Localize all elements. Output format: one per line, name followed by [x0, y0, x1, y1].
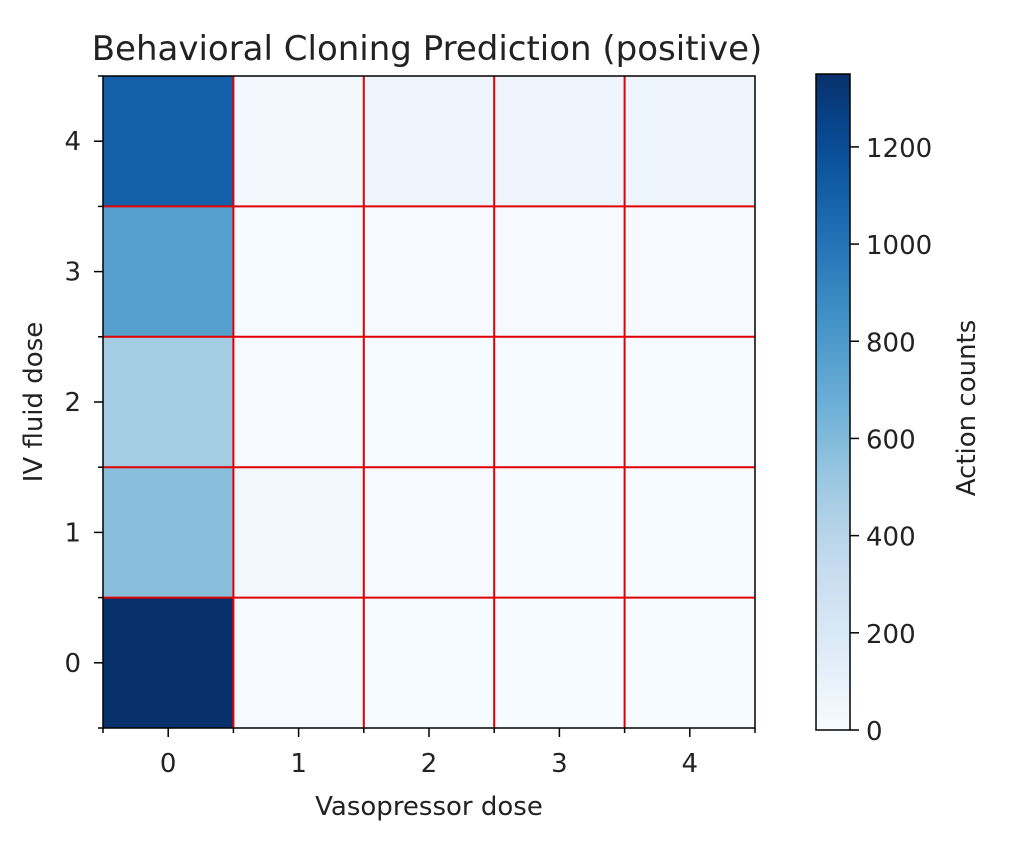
- heatmap-cell: [363, 206, 495, 338]
- heatmap-cell: [363, 597, 495, 729]
- heatmap-cell: [233, 597, 365, 729]
- colorbar-tick-label: 1200: [866, 134, 932, 164]
- y-tick-label: 4: [64, 127, 81, 157]
- colorbar-tick-label: 600: [866, 425, 916, 455]
- colorbar-tick-label: 1000: [866, 231, 932, 261]
- y-axis-ticks: 0 1 2 3 4: [64, 75, 103, 729]
- heatmap-cell: [624, 467, 756, 599]
- heatmap-cell: [624, 76, 756, 207]
- colorbar-ticks: 0 200 400 600 800 1000 1200: [850, 134, 932, 747]
- heatmap-cell: [233, 206, 365, 338]
- colorbar: [815, 73, 851, 731]
- heatmap-cell: [624, 597, 756, 729]
- heatmap-grid: [103, 76, 755, 728]
- heatmap-cell: [363, 336, 495, 468]
- colorbar-tick-label: 200: [866, 620, 916, 650]
- heatmap-cell: [494, 206, 626, 338]
- heatmap-cell: [363, 467, 495, 599]
- colorbar-label: Action counts: [952, 320, 982, 497]
- x-tick-label: 0: [160, 749, 177, 779]
- heatmap-cell: [233, 336, 365, 468]
- heatmap-cell: [103, 206, 234, 338]
- y-tick-label: 1: [64, 518, 81, 548]
- colorbar-tick-label: 800: [866, 328, 916, 358]
- heatmap-cell: [624, 206, 756, 338]
- colorbar-tick-label: 0: [866, 717, 883, 747]
- heatmap-cell: [494, 336, 626, 468]
- heatmap-cells: [103, 76, 756, 729]
- x-axis-ticks: 0 1 2 3 4: [102, 728, 756, 779]
- heatmap-cell: [103, 597, 234, 729]
- y-tick-label: 2: [64, 388, 81, 418]
- heatmap-cell: [363, 76, 495, 207]
- x-tick-label: 3: [551, 749, 568, 779]
- heatmap-cell: [233, 76, 365, 207]
- heatmap-cell: [233, 467, 365, 599]
- heatmap-cell: [494, 467, 626, 599]
- heatmap-cell: [494, 597, 626, 729]
- y-tick-label: 0: [64, 649, 81, 679]
- heatmap-cell: [103, 76, 234, 207]
- y-axis-label: IV fluid dose: [19, 322, 49, 483]
- heatmap-cell: [494, 76, 626, 207]
- chart-title: Behavioral Cloning Prediction (positive): [92, 29, 763, 69]
- colorbar-tick-label: 400: [866, 523, 916, 553]
- x-tick-label: 2: [421, 749, 438, 779]
- heatmap-cell: [624, 336, 756, 468]
- y-tick-label: 3: [64, 258, 81, 288]
- x-axis-label: Vasopressor dose: [315, 792, 543, 822]
- x-tick-label: 4: [682, 749, 699, 779]
- x-tick-label: 1: [290, 749, 307, 779]
- heatmap-cell: [103, 467, 234, 599]
- heatmap-cell: [103, 336, 234, 468]
